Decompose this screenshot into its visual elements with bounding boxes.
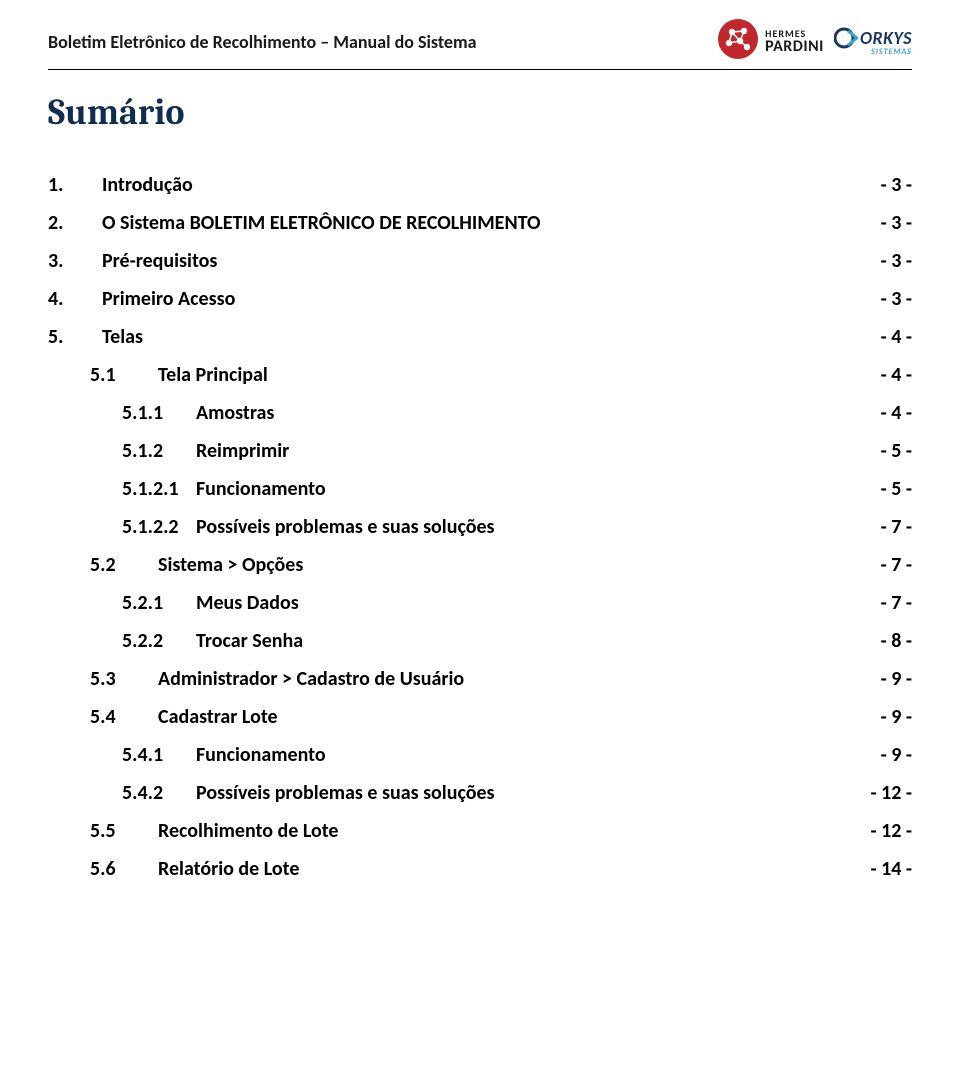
toc-entry[interactable]: 5.2 Sistema > Opções - 7 - xyxy=(48,553,912,577)
toc-number: 5.6 xyxy=(90,857,144,881)
toc-page: - 14 - xyxy=(870,857,912,881)
toc-label: Funcionamento xyxy=(196,743,326,767)
toc-page: - 3 - xyxy=(881,287,912,311)
toc-number: 3. xyxy=(48,249,88,273)
toc-number: 5.5 xyxy=(90,819,144,843)
header-title: Boletim Eletrônico de Recolhimento – Man… xyxy=(48,31,477,53)
toc-label: Pré-requisitos xyxy=(102,249,217,273)
toc-entry[interactable]: 5.2.1 Meus Dados - 7 - xyxy=(48,591,912,615)
logos-container: HERMES PARDINI ORKYS SISTEMAS xyxy=(717,18,912,65)
toc-page: - 7 - xyxy=(881,553,912,577)
toc-page: - 3 - xyxy=(881,211,912,235)
toc-number: 5. xyxy=(48,325,88,349)
page: Boletim Eletrônico de Recolhimento – Man… xyxy=(0,0,960,935)
toc-page: - 7 - xyxy=(881,515,912,539)
toc-label: O Sistema BOLETIM ELETRÔNICO DE RECOLHIM… xyxy=(102,211,541,235)
toc-label: Administrador > Cadastro de Usuário xyxy=(158,667,464,691)
toc-label: Tela Principal xyxy=(158,363,268,387)
toc-number: 5.4.2 xyxy=(122,781,182,805)
sumario-heading: Sumário xyxy=(48,92,912,133)
toc-entry[interactable]: 5. Telas - 4 - xyxy=(48,325,912,349)
pardini-text: HERMES PARDINI xyxy=(765,29,824,55)
toc-page: - 7 - xyxy=(881,591,912,615)
toc-label: Possíveis problemas e suas soluções xyxy=(196,515,495,539)
toc-entry[interactable]: 4. Primeiro Acesso - 3 - xyxy=(48,287,912,311)
toc-entry[interactable]: 5.1.2.1 Funcionamento - 5 - xyxy=(48,477,912,501)
toc-page: - 8 - xyxy=(881,629,912,653)
toc-entry[interactable]: 5.4 Cadastrar Lote - 9 - xyxy=(48,705,912,729)
toc-entry[interactable]: 5.6 Relatório de Lote - 14 - xyxy=(48,857,912,881)
toc-page: - 9 - xyxy=(881,705,912,729)
logo-hermes-pardini: HERMES PARDINI xyxy=(717,18,824,65)
toc-entry[interactable]: 5.1.2 Reimprimir - 5 - xyxy=(48,439,912,463)
orkys-wordmark: ORKYS xyxy=(834,27,912,49)
toc-label: Meus Dados xyxy=(196,591,299,615)
toc-number: 5.4 xyxy=(90,705,144,729)
toc-entry[interactable]: 5.4.1 Funcionamento - 9 - xyxy=(48,743,912,767)
toc-number: 5.2.1 xyxy=(122,591,182,615)
toc-label: Telas xyxy=(102,325,143,349)
toc-label: Primeiro Acesso xyxy=(102,287,235,311)
toc-number: 4. xyxy=(48,287,88,311)
pardini-bottom: PARDINI xyxy=(765,39,824,55)
logo-orkys: ORKYS SISTEMAS xyxy=(834,27,912,57)
toc-page: - 9 - xyxy=(881,743,912,767)
orkys-mark-icon xyxy=(834,27,858,49)
toc-page: - 5 - xyxy=(881,477,912,501)
toc-label: Relatório de Lote xyxy=(158,857,299,881)
toc-page: - 12 - xyxy=(870,819,912,843)
toc-label: Possíveis problemas e suas soluções xyxy=(196,781,495,805)
toc-label: Sistema > Opções xyxy=(158,553,303,577)
toc-entry[interactable]: 1. Introdução - 3 - xyxy=(48,173,912,197)
toc-number: 5.2 xyxy=(90,553,144,577)
pardini-mark-icon xyxy=(717,18,759,65)
orkys-text: ORKYS xyxy=(860,27,912,49)
toc-entry[interactable]: 5.4.2 Possíveis problemas e suas soluções… xyxy=(48,781,912,805)
toc-entry[interactable]: 5.1.1 Amostras - 4 - xyxy=(48,401,912,425)
toc-label: Cadastrar Lote xyxy=(158,705,278,729)
toc-entry[interactable]: 3. Pré-requisitos - 3 - xyxy=(48,249,912,273)
toc-number: 5.1.2.2 xyxy=(122,515,182,539)
header-divider xyxy=(48,69,912,70)
toc-number: 5.4.1 xyxy=(122,743,182,767)
toc-number: 5.1.2.1 xyxy=(122,477,182,501)
toc-page: - 3 - xyxy=(881,249,912,273)
toc-entry[interactable]: 5.3 Administrador > Cadastro de Usuário - … xyxy=(48,667,912,691)
toc-entry[interactable]: 5.5 Recolhimento de Lote - 12 - xyxy=(48,819,912,843)
toc-entry[interactable]: 2. O Sistema BOLETIM ELETRÔNICO DE RECOLH… xyxy=(48,211,912,235)
toc-number: 5.1.2 xyxy=(122,439,182,463)
toc-number: 5.1.1 xyxy=(122,401,182,425)
toc-number: 5.1 xyxy=(90,363,144,387)
toc-page: - 4 - xyxy=(881,363,912,387)
toc-label: Funcionamento xyxy=(196,477,326,501)
toc-page: - 12 - xyxy=(870,781,912,805)
orkys-sub: SISTEMAS xyxy=(871,47,912,57)
page-header: Boletim Eletrônico de Recolhimento – Man… xyxy=(48,18,912,65)
toc-number: 1. xyxy=(48,173,88,197)
toc-label: Recolhimento de Lote xyxy=(158,819,339,843)
toc-page: - 9 - xyxy=(881,667,912,691)
toc-page: - 4 - xyxy=(881,401,912,425)
toc-page: - 3 - xyxy=(881,173,912,197)
toc-entry[interactable]: 5.1.2.2 Possíveis problemas e suas soluçõ… xyxy=(48,515,912,539)
toc-number: 5.3 xyxy=(90,667,144,691)
table-of-contents: 1. Introdução - 3 - 2. O Sistema BOLETIM ELE… xyxy=(48,173,912,881)
toc-number: 2. xyxy=(48,211,88,235)
toc-label: Introdução xyxy=(102,173,193,197)
toc-label: Reimprimir xyxy=(196,439,289,463)
toc-label: Trocar Senha xyxy=(196,629,303,653)
toc-entry[interactable]: 5.2.2 Trocar Senha - 8 - xyxy=(48,629,912,653)
toc-number: 5.2.2 xyxy=(122,629,182,653)
toc-page: - 4 - xyxy=(881,325,912,349)
toc-page: - 5 - xyxy=(881,439,912,463)
toc-entry[interactable]: 5.1 Tela Principal - 4 - xyxy=(48,363,912,387)
toc-label: Amostras xyxy=(196,401,274,425)
